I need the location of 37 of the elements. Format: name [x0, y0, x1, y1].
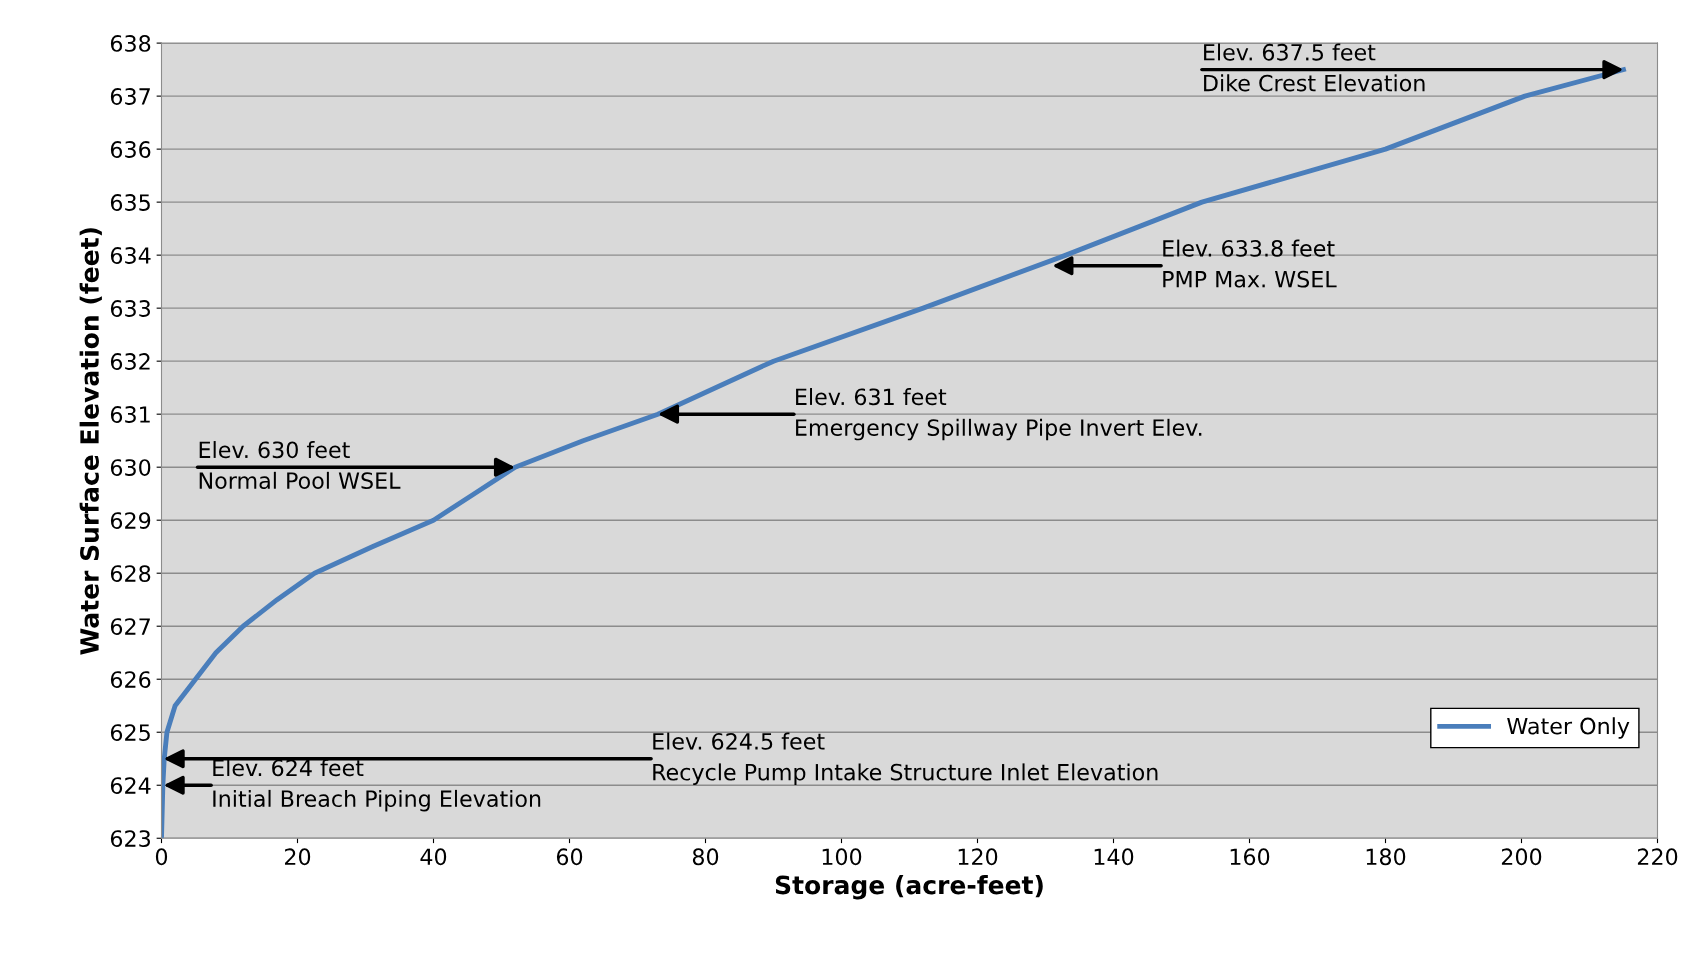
annotation: Elev. 631 feet Emergency Spillway Pipe Invert Elev.: [796, 388, 1202, 441]
annotation: Elev. 637.5 feet Dike Crest Elevation: [1204, 43, 1425, 92]
y-tick-label: 638: [110, 35, 151, 52]
y-tick-label: 626: [110, 671, 151, 688]
x-tick-label: 160: [1230, 848, 1270, 866]
y-tick-label: 631: [110, 406, 150, 423]
y-tick-label: 633: [110, 300, 150, 317]
x-tick-label: 180: [1366, 848, 1406, 866]
x-tick-label: 40: [420, 848, 447, 866]
annotation: Elev. 633.8 feet PMP Max. WSEL: [1163, 239, 1337, 288]
x-tick-label: 0: [155, 848, 168, 866]
x-tick-label: 220: [1637, 848, 1678, 866]
y-tick-label: 635: [110, 194, 150, 211]
y-tick-label: 629: [110, 512, 151, 529]
y-tick-label: 623: [110, 830, 150, 848]
annotation: Elev. 630 feet Normal Pool WSEL: [199, 441, 401, 490]
x-tick-label: 140: [1094, 848, 1134, 866]
y-tick-label: 636: [110, 141, 151, 158]
x-tick-label: 100: [822, 848, 862, 866]
x-tick-label: 80: [692, 848, 719, 866]
y-tick-label: 637: [110, 88, 150, 105]
y-tick-label: 627: [110, 618, 150, 635]
annotation: Elev. 624.5 feet Recycle Pump Intake Structure Inlet Elevation: [653, 732, 1158, 785]
x-tick-label: 20: [284, 848, 311, 866]
x-tick-label: 120: [958, 848, 998, 866]
x-axis-title: Storage (acre-feet): [775, 875, 1043, 900]
legend-label: Water Only: [1507, 717, 1630, 739]
x-tick-label: 60: [556, 848, 583, 866]
y-axis-title: Water Surface Elevation (feet): [79, 228, 102, 655]
y-tick-label: 628: [110, 565, 151, 582]
y-tick-label: 630: [110, 459, 151, 476]
annotation: Elev. 624 feet Initial Breach Piping Elevation: [213, 759, 541, 812]
y-tick-label: 634: [110, 247, 151, 264]
x-tick-label: 200: [1501, 848, 1542, 866]
y-tick-label: 632: [110, 353, 150, 370]
y-tick-label: 624: [110, 777, 151, 794]
y-tick-label: 625: [110, 724, 150, 741]
